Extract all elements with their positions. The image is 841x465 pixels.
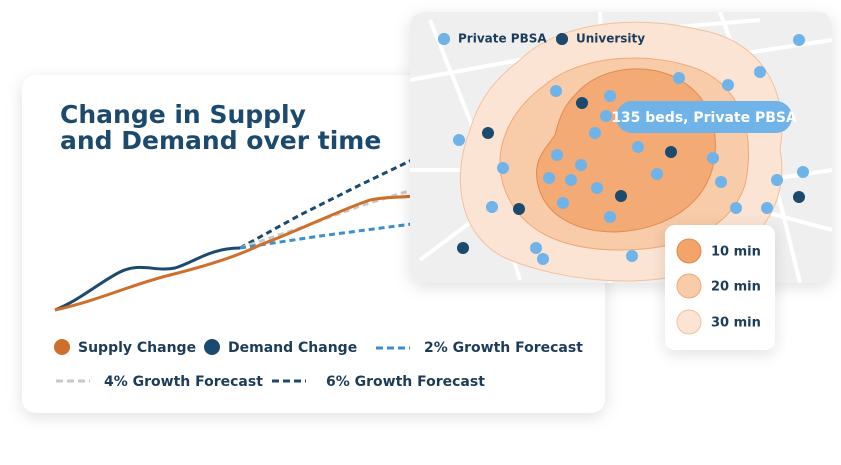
title-line: and Demand over time <box>60 126 381 155</box>
legend-swatch <box>676 273 702 299</box>
legend-label: 10 min <box>711 245 761 260</box>
legend-swatch <box>676 238 702 264</box>
forecast-2 <box>239 222 413 250</box>
pbsa-dots <box>438 33 809 265</box>
supply-line <box>54 194 413 312</box>
forecast-6 <box>239 158 413 250</box>
tooltip-bg <box>616 101 792 133</box>
tooltip-text: 135 beds, Private PBSA <box>611 110 797 126</box>
legend-swatch <box>54 339 70 355</box>
legend-swatch <box>676 309 702 335</box>
legend-label: Private PBSA <box>458 32 547 46</box>
legend-swatch <box>204 339 220 355</box>
map-card <box>410 12 832 283</box>
isochrone-legend: 10 min 20 min 30 min <box>665 225 775 350</box>
legend-label: 20 min <box>711 280 761 295</box>
legend-label: 6% Growth Forecast <box>326 374 485 390</box>
legend-label: 30 min <box>711 316 761 331</box>
legend-swatch <box>438 33 450 45</box>
legend-label: Supply Change <box>78 340 196 356</box>
legend-label: 2% Growth Forecast <box>424 340 583 356</box>
legend-label: Demand Change <box>228 340 357 356</box>
legend-label: 4% Growth Forecast <box>104 374 263 390</box>
demand-line <box>54 246 241 312</box>
legend-label: University <box>576 32 645 46</box>
tooltip: 135 beds, Private PBSA <box>611 101 797 133</box>
legend-swatch <box>556 33 568 45</box>
title-line: Change in Supply <box>60 100 306 129</box>
map-legend: Private PBSA University <box>438 32 645 46</box>
